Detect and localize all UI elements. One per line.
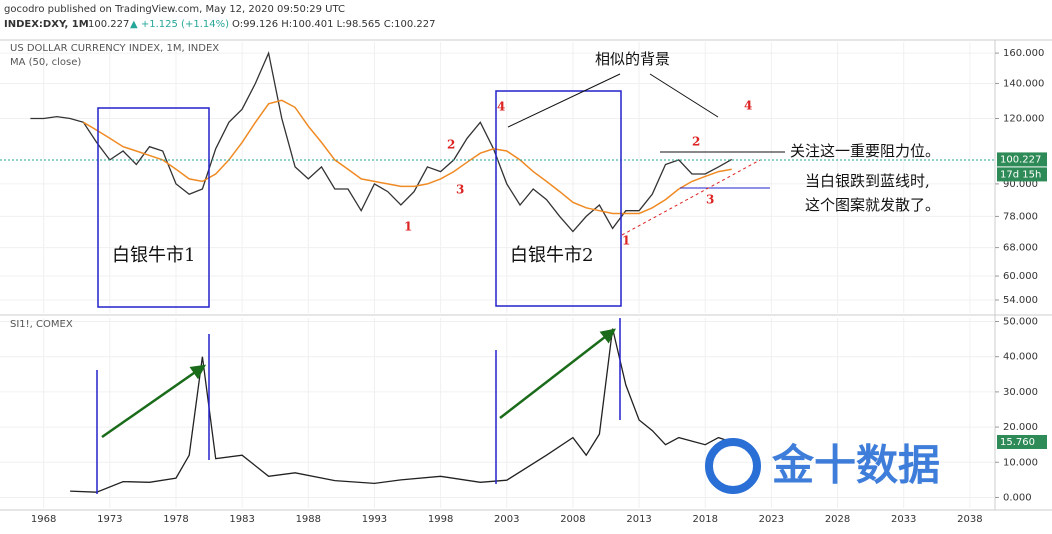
wave-label: 2 bbox=[447, 138, 455, 152]
wave-label: 1 bbox=[622, 234, 630, 248]
annotation: 关注这一重要阻力位。 bbox=[790, 142, 940, 160]
x-tick-label: 1973 bbox=[97, 514, 122, 525]
y-tick-label: 68.000 bbox=[1003, 243, 1038, 254]
series-line bbox=[70, 328, 732, 493]
plots: 54.00060.00068.00078.00090.000120.000140… bbox=[0, 42, 1044, 525]
y-tick-label: 50.000 bbox=[1003, 317, 1038, 328]
box bbox=[97, 107, 210, 308]
price-badge bbox=[997, 434, 1047, 449]
wave-label: 4 bbox=[497, 100, 505, 114]
series-line bbox=[30, 50, 733, 233]
publisher: gocodro published on TradingView.com, Ma… bbox=[4, 4, 345, 15]
annotation: 这个图案就发散了。 bbox=[805, 196, 940, 214]
wave-label: 3 bbox=[706, 193, 714, 207]
series-line bbox=[83, 99, 732, 215]
legend-entry: US DOLLAR CURRENCY INDEX, 1M, INDEX bbox=[10, 43, 219, 54]
x-tick-label: 2033 bbox=[891, 514, 916, 525]
arrow bbox=[101, 364, 207, 439]
x-tick-label: 1978 bbox=[163, 514, 188, 525]
y-tick-label: 30.000 bbox=[1003, 387, 1038, 398]
x-tick-label: 2013 bbox=[626, 514, 651, 525]
x-tick-label: 2008 bbox=[560, 514, 585, 525]
wave-label: 3 bbox=[456, 183, 464, 197]
y-tick-label: 20.000 bbox=[1003, 422, 1038, 433]
arrow bbox=[507, 73, 621, 128]
annotation: 白银牛市1 bbox=[112, 245, 195, 266]
x-tick-label: 2018 bbox=[693, 514, 718, 525]
badges: 100.227 17d 15h 15.760 bbox=[997, 152, 1047, 449]
x-tick-label: 2038 bbox=[957, 514, 982, 525]
x-tick-label: 1968 bbox=[31, 514, 56, 525]
x-tick-label: 2028 bbox=[825, 514, 850, 525]
y-tick-label: 54.000 bbox=[1003, 295, 1038, 306]
x-tick-label: 2003 bbox=[494, 514, 519, 525]
legend-entry: SI1!, COMEX bbox=[10, 319, 73, 330]
last-price: 100.227 bbox=[88, 19, 129, 30]
symbol: INDEX:DXY, 1M bbox=[4, 19, 89, 30]
legend-entry: MA (50, close) bbox=[10, 57, 81, 68]
y-tick-label: 40.000 bbox=[1003, 352, 1038, 363]
y-tick-label: 90.000 bbox=[1003, 179, 1038, 190]
x-tick-label: 1998 bbox=[428, 514, 453, 525]
y-tick-label: 0.000 bbox=[1003, 492, 1032, 503]
annotation: 相似的背景 bbox=[595, 50, 670, 68]
arrow bbox=[499, 328, 616, 419]
arrow bbox=[649, 73, 719, 118]
countdown-badge bbox=[997, 167, 1047, 182]
price-badge-label: 100.227 bbox=[1000, 154, 1041, 165]
x-tick-label: 2023 bbox=[759, 514, 784, 525]
box bbox=[495, 90, 622, 307]
x-tick-label: 1988 bbox=[296, 514, 321, 525]
annotation: 白银牛市2 bbox=[510, 245, 593, 266]
logo bbox=[705, 438, 761, 494]
trend-line bbox=[621, 159, 761, 236]
wave-label: 1 bbox=[404, 220, 412, 234]
wave-label: 2 bbox=[692, 135, 700, 149]
y-tick-label: 78.000 bbox=[1003, 211, 1038, 222]
x-tick-label: 1983 bbox=[229, 514, 254, 525]
watermark: 金十数据 bbox=[771, 441, 940, 490]
price-badge-label: 15.760 bbox=[1000, 437, 1035, 448]
y-tick-label: 10.000 bbox=[1003, 457, 1038, 468]
ohlc: O:99.126 H:100.401 L:98.565 C:100.227 bbox=[232, 19, 435, 30]
wave-label: 4 bbox=[744, 99, 752, 113]
price-badge bbox=[997, 152, 1047, 167]
y-tick-label: 60.000 bbox=[1003, 271, 1038, 282]
price-change: ▲ +1.125 (+1.14%) bbox=[130, 19, 229, 30]
x-tick-label: 1993 bbox=[362, 514, 387, 525]
y-tick-label: 140.000 bbox=[1003, 78, 1044, 89]
y-tick-label: 160.000 bbox=[1003, 48, 1044, 59]
countdown-label: 17d 15h bbox=[1000, 169, 1041, 180]
annotation: 当白银跌到蓝线时, bbox=[805, 172, 930, 190]
y-tick-label: 120.000 bbox=[1003, 113, 1044, 124]
